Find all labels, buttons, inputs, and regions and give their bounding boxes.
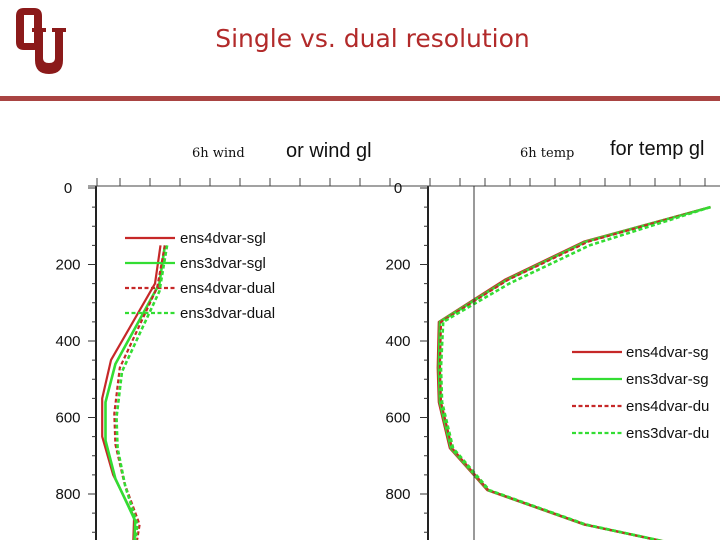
y-tick-label: 600 [55, 410, 80, 427]
y-tick-label: 0 [64, 180, 72, 197]
wind-panel-label: 6h wind [190, 146, 247, 161]
legend-label: ens4dvar-sgl [180, 230, 266, 247]
logo-u [32, 28, 66, 74]
legend-label: ens3dvar-dual [180, 305, 275, 322]
temp-panel-label: 6h temp [518, 146, 577, 161]
series-line-ens3dvar-sgl [104, 245, 167, 540]
series-line-ens3dvar-du [439, 205, 711, 540]
y-tick-label: 200 [55, 257, 80, 274]
legend-label: ens4dvar-dual [180, 280, 275, 297]
y-tick-label: 400 [55, 333, 80, 350]
legend-label: ens4dvar-sg [626, 344, 709, 361]
y-tick-label: 800 [55, 486, 80, 503]
y-tick-label: 400 [385, 333, 410, 350]
title-divider [0, 96, 720, 101]
legend-label: ens4dvar-du [626, 398, 709, 415]
legend-label: ens3dvar-sg [626, 371, 709, 388]
y-tick-label: 800 [385, 486, 410, 503]
profile-chart: 0 200 400 600 800 ens4dvar-sgl ens3dvar-sgl ens… [55, 178, 720, 540]
series-line-ens4dvar-sgl [101, 245, 162, 540]
series-line-ens4dvar-du [438, 206, 711, 540]
y-tick-label: 200 [385, 257, 410, 274]
legend-label: ens3dvar-sgl [180, 255, 266, 272]
series-line-ens3dvar-dual [115, 245, 169, 540]
temp-panel-title: for temp gl [610, 138, 705, 161]
legend-label: ens3dvar-du [626, 425, 709, 442]
y-tick-label: 0 [394, 180, 402, 197]
ou-logo-icon [16, 8, 66, 74]
y-tick-label: 600 [385, 410, 410, 427]
slide-title: Single vs. dual resolution [215, 24, 530, 53]
wind-panel-title: or wind gl [286, 140, 372, 163]
